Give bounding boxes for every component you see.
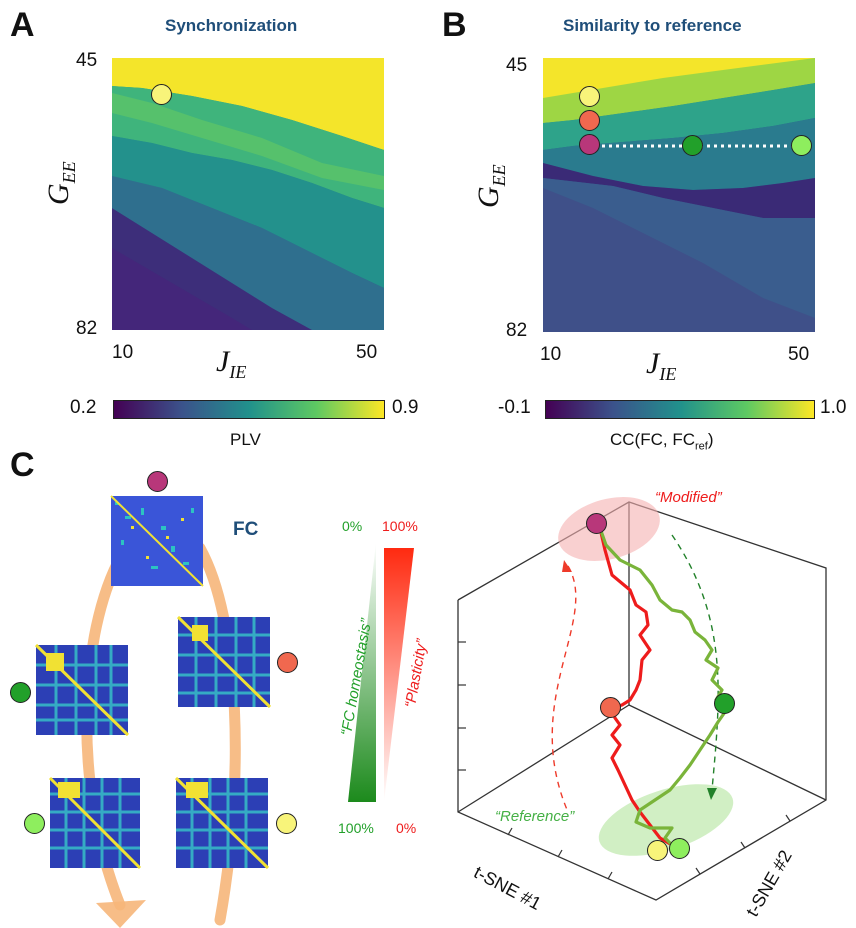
panel-a-y-top: 45 [76,50,98,71]
tsne-marker-magenta [586,513,607,534]
panel-b-x-left: 10 [540,344,562,365]
tsne-marker-yellow [647,840,668,861]
panel-b-cb-label-sub: ref [694,440,708,453]
homeo-top-label: 0% [342,518,363,534]
panel-a-x-left: 10 [112,342,134,363]
fc-matrix-top [110,495,204,587]
panel-a-x-label: JIE [216,345,246,383]
panel-a-cb-label: PLV [230,430,261,449]
panel-b-marker-dark-green [682,135,703,156]
fc-matrix-right-bottom [174,776,270,870]
homeostasis-wedge [348,542,414,802]
fc-matrix-left-bottom-marker [24,813,45,834]
panel-a-cb-max: 0.9 [392,397,419,418]
panel-a-cb-min: 0.2 [70,397,97,418]
panel-b-x-right: 50 [788,344,810,365]
fc-matrix-left-bottom [48,776,142,870]
modified-region [558,497,660,561]
panel-a-x-right: 50 [356,342,378,363]
fc-matrix-right-mid-marker [277,652,298,673]
panel-b-colorbar [545,400,815,419]
panel-a-letter: A [10,6,35,44]
panel-c-letter: C [10,446,35,484]
panel-a-x-label-sub: IE [229,362,247,382]
tsne-marker-dark-green [714,693,735,714]
panel-a-colorbar [113,400,385,419]
fc-label: FC [233,519,259,540]
panel-b-cb-label: CC(FC, FCref) [610,430,714,452]
panel-a-x-label-main: J [216,345,230,378]
panel-b-cb-min: -0.1 [498,397,531,418]
panel-a-title: Synchronization [165,16,298,35]
synchronization-heatmap [112,58,384,330]
panel-b-cb-max: 1.0 [820,397,847,418]
tsne-marker-light-green [669,838,690,859]
panel-a-marker-yellow [151,84,172,105]
plast-bottom-label: 0% [396,820,417,836]
panel-b-cb-label-end: ) [707,430,714,449]
fc-matrix-top-marker [147,471,168,492]
reference-label: “Reference” [495,808,575,825]
fc-matrix-right-bottom-marker [276,813,297,834]
homeo-bottom-label: 100% [338,820,374,836]
panel-a-y-bottom: 82 [76,318,98,339]
fc-matrix-left-mid [34,643,130,737]
panel-b-y-bottom: 82 [506,320,528,341]
modified-label: “Modified” [655,489,722,506]
plast-top-label: 100% [382,518,418,534]
panel-b-marker-magenta [579,134,600,155]
similarity-heatmap [543,58,815,332]
panel-b-x-label-sub: IE [659,364,677,384]
panel-b-cb-label-main: CC(FC, FC [610,430,695,449]
fc-matrix-left-mid-marker [10,682,31,703]
panel-b-x-label-main: J [646,347,660,380]
panel-b-marker-salmon [579,110,600,131]
panel-b-x-label: JIE [646,347,676,385]
panel-b-marker-light-green [791,135,812,156]
panel-b-y-top: 45 [506,55,528,76]
panel-b-marker-yellow [579,86,600,107]
panel-b-letter: B [442,6,467,44]
tsne-marker-salmon [600,697,621,718]
panel-b-title: Similarity to reference [563,16,742,35]
fc-matrix-right-mid [176,615,272,709]
